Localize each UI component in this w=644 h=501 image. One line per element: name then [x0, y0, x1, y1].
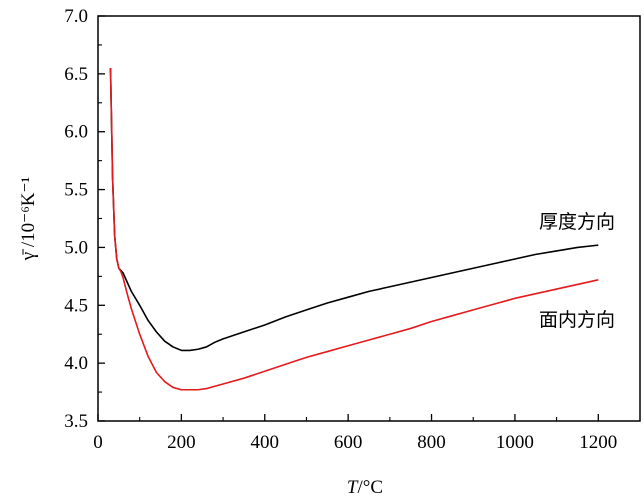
- x-tick-label: 800: [417, 432, 446, 453]
- x-axis-title-rest: /°C: [358, 477, 384, 498]
- x-tick-label: 600: [334, 432, 363, 453]
- x-tick-label: 1200: [579, 432, 617, 453]
- y-tick-label: 5.5: [64, 180, 88, 201]
- y-tick-label: 4.0: [64, 353, 88, 374]
- series-line-2: [109, 68, 599, 391]
- x-tick-labels: 0 200 400 600 800 1000 1200: [93, 432, 617, 453]
- series-layer: [109, 68, 599, 391]
- y-tick-label: 6.5: [64, 64, 88, 85]
- y-tick-label: 7.0: [64, 6, 88, 27]
- y-tick-label: 6.0: [64, 122, 88, 143]
- series-label-1: 厚度方向: [539, 211, 615, 233]
- x-axis-title: T/°C: [347, 477, 383, 498]
- plot-frame: [97, 15, 641, 422]
- series-line-1: [109, 68, 599, 352]
- axis-ticks: [97, 15, 599, 422]
- x-tick-label: 400: [251, 432, 280, 453]
- y-tick-label: 5.0: [64, 237, 88, 258]
- x-axis-title-italic: T: [347, 477, 359, 498]
- y-tick-label: 3.5: [64, 411, 88, 432]
- y-axis-title: γ̄ /10⁻⁶K⁻¹: [18, 176, 39, 261]
- x-tick-label: 200: [167, 432, 196, 453]
- y-tick-labels: 3.5 4.0 4.5 5.0 5.5 6.0 6.5 7.0: [64, 6, 88, 432]
- x-tick-label: 1000: [496, 432, 534, 453]
- y-tick-label: 4.5: [64, 295, 88, 316]
- series-label-2: 面内方向: [539, 309, 615, 331]
- x-tick-label: 0: [93, 432, 103, 453]
